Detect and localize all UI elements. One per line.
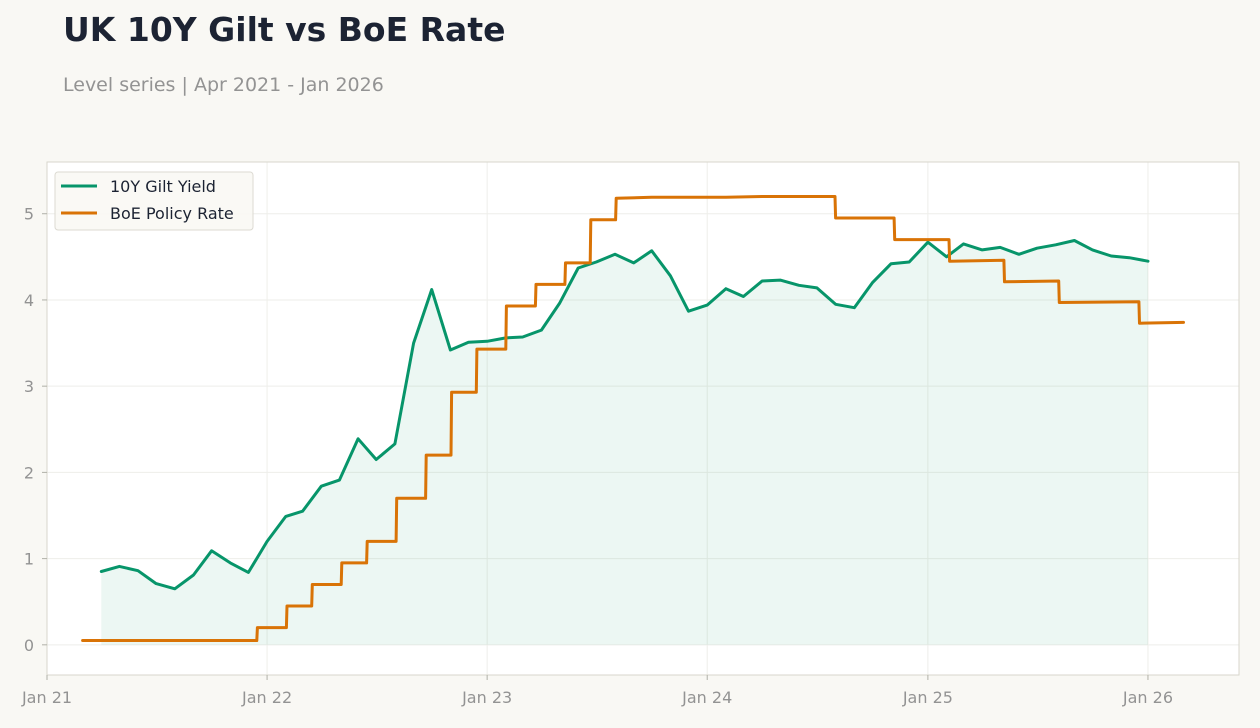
legend: 10Y Gilt Yield BoE Policy Rate [54,171,254,231]
series-line-1 [81,195,1185,642]
legend-label: BoE Policy Rate [110,204,234,223]
y-tick-label: 0 [24,636,34,655]
y-tick-label: 3 [24,377,34,396]
x-tick-label: Jan 25 [902,688,953,707]
chart-subtitle: Level series | Apr 2021 - Jan 2026 [63,74,384,96]
y-tick-label: 1 [24,550,34,569]
y-tick-label: 5 [24,205,34,224]
x-tick-label: Jan 26 [1122,688,1173,707]
x-tick-label: Jan 22 [241,688,292,707]
y-tick-label: 2 [24,463,34,482]
x-tick-label: Jan 21 [21,688,72,707]
chart-title: UK 10Y Gilt vs BoE Rate [63,10,506,49]
series-lines [81,195,1185,642]
legend-label: 10Y Gilt Yield [110,177,216,196]
plot-frame [46,161,1240,676]
legend-box [54,171,254,231]
area-fills [101,240,1148,645]
y-tick-label: 4 [24,291,34,310]
y-axis: 0 1 2 3 4 5 [24,205,47,655]
x-tick-label: Jan 23 [461,688,512,707]
x-axis: Jan 21 Jan 22 Jan 23 Jan 24 Jan 25 Jan 26 [21,675,1173,707]
series-line-0 [99,239,1150,591]
x-tick-label: Jan 24 [681,688,732,707]
area-fill-0 [101,240,1148,645]
